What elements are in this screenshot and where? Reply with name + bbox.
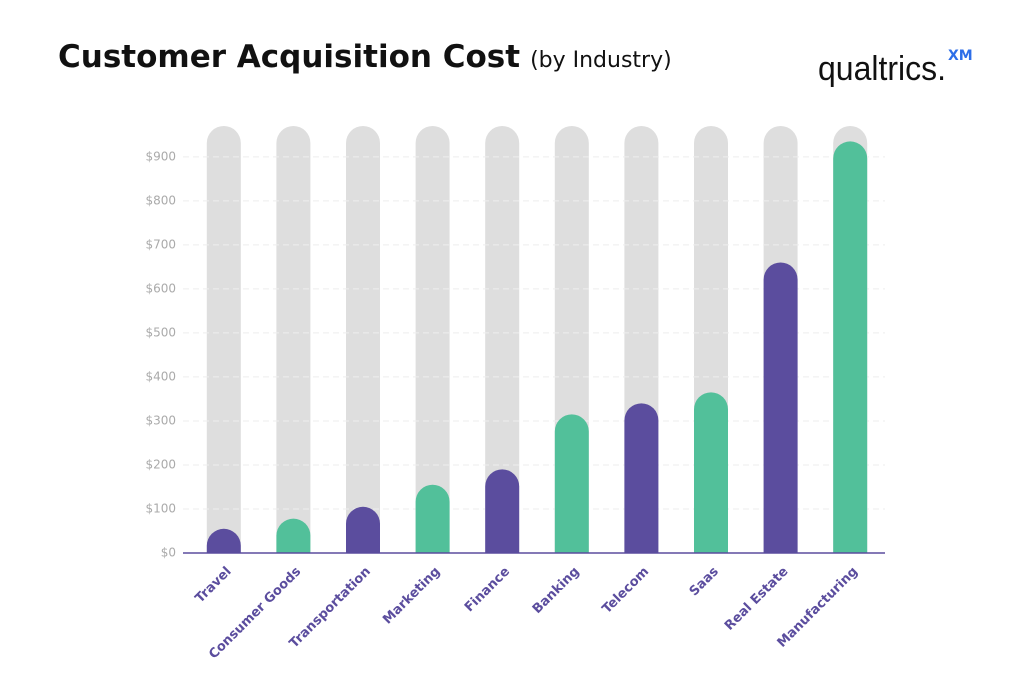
x-tick-label: Saas [687,564,722,599]
chart-title: Customer Acquisition Cost (by Industry) [58,39,672,75]
x-tick-label: Real Estate [722,564,792,634]
bar [833,141,868,553]
bar [624,403,659,553]
bar [206,528,241,553]
bar [415,484,450,553]
bar [763,262,798,553]
bar [554,414,589,553]
x-tick-label: Marketing [380,564,443,627]
y-tick-label: $600 [145,281,176,295]
logo-badge: XM [948,48,973,64]
logo: qualtrics. [818,50,946,88]
bar-track [206,126,241,554]
x-tick-label: Finance [462,564,513,615]
title: Customer Acquisition Cost [58,39,520,75]
subtitle: (by Industry) [530,48,672,73]
bar [346,506,380,553]
x-tick-label: Travel [193,564,235,606]
x-tick-label: Banking [530,564,583,617]
y-tick-label: $900 [145,149,176,163]
y-tick-label: $0 [161,546,176,560]
y-tick-label: $200 [145,457,176,471]
y-tick-label: $700 [145,237,176,251]
bar [276,518,311,553]
y-tick-label: $100 [145,501,176,515]
bar [485,469,520,553]
y-tick-label: $300 [145,413,176,427]
bar-track [346,126,380,553]
bar-track [276,126,311,554]
y-tick-label: $500 [145,325,176,339]
bar-track [415,126,450,554]
bar-track [485,126,520,554]
y-tick-label: $400 [145,369,176,383]
bar [694,392,728,553]
y-tick-label: $800 [145,193,176,207]
x-tick-label: Telecom [600,564,653,617]
